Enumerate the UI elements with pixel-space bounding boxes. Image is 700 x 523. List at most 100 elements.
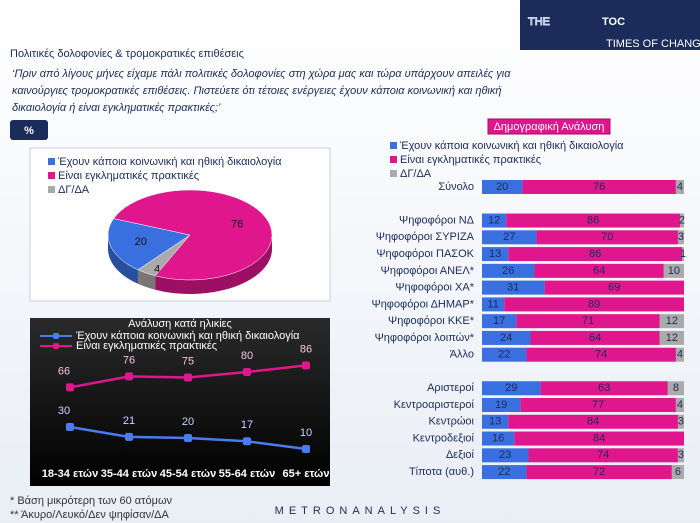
bar-segment xyxy=(482,247,509,262)
bar-segment xyxy=(526,465,672,480)
data-label: 23 xyxy=(499,449,511,461)
bar-segment xyxy=(504,297,684,312)
data-label: 75 xyxy=(182,355,194,367)
legend-swatch xyxy=(390,170,397,177)
data-label: 4 xyxy=(154,263,160,275)
badge-text: % xyxy=(24,125,34,137)
category-label: Ψηφοφόροι λοιπών* xyxy=(375,332,475,344)
footnote: * Βάση μικρότερη των 60 ατόμων xyxy=(10,495,173,507)
bar-segment xyxy=(677,230,684,245)
panel-title-box xyxy=(487,118,611,135)
data-label: 22 xyxy=(498,466,510,478)
line-panel xyxy=(30,318,330,486)
data-label: 66 xyxy=(58,365,70,377)
data-label: 3 xyxy=(678,231,684,243)
data-label: 84 xyxy=(593,432,605,444)
data-label: 24 xyxy=(500,332,512,344)
data-label: 64 xyxy=(589,332,601,344)
legend-swatch xyxy=(390,142,397,149)
category-label: Σύνολο xyxy=(438,181,474,193)
bar-segment xyxy=(482,448,529,463)
bar-segment xyxy=(677,414,684,429)
data-label: 71 xyxy=(582,315,594,327)
data-label: 76 xyxy=(231,219,243,231)
data-label: 74 xyxy=(597,449,609,461)
data-label: 12 xyxy=(488,214,500,226)
pie-slice xyxy=(113,189,273,281)
x-tick-label: 65+ ετών xyxy=(283,468,330,480)
bar-segment xyxy=(482,297,505,312)
legend-label: ΔΓ/ΔΑ xyxy=(58,184,90,196)
legend-label: Είναι εγκληματικές πρακτικές xyxy=(76,340,217,352)
data-label: 13 xyxy=(489,416,501,428)
bar-segment xyxy=(544,280,684,295)
subtitle-line: δικαιολογία ή είναι εγκληματικές πρακτικ… xyxy=(12,102,221,114)
category-label: Ψηφοφόροι ΠΑΣΟΚ xyxy=(376,248,474,260)
marker xyxy=(302,445,310,453)
category-label: Ψηφοφόροι ΝΔ xyxy=(399,214,475,226)
bar-segment xyxy=(482,213,507,228)
legend-label: Έχουν κάποια κοινωνική και ηθική δικαιολ… xyxy=(57,156,282,168)
bar-segment xyxy=(508,414,678,429)
marker xyxy=(125,372,133,381)
logo-tagline: TIMES OF CHANGE xyxy=(606,38,700,50)
data-label: 3 xyxy=(678,449,684,461)
legend-swatch xyxy=(48,186,55,193)
data-label: 72 xyxy=(593,466,605,478)
bar-segment xyxy=(679,213,684,228)
data-label: 89 xyxy=(588,298,600,310)
data-label: 77 xyxy=(592,399,604,411)
marker xyxy=(66,423,74,431)
bar-segment xyxy=(526,347,676,362)
data-label: 20 xyxy=(182,416,194,428)
category-label: Αριστεροί xyxy=(427,382,474,394)
category-label: Ψηφοφόροι ΔΗΜΑΡ* xyxy=(372,298,475,310)
bar-segment xyxy=(681,247,684,262)
category-label: Ψηφοφόροι ΣΥΡΙΖΑ xyxy=(376,231,475,243)
data-label: 4 xyxy=(677,349,683,361)
bar-segment xyxy=(506,213,680,228)
legend-label: Έχουν κάποια κοινωνική και ηθική δικαιολ… xyxy=(399,140,624,152)
marker xyxy=(184,373,192,382)
bar-segment xyxy=(482,330,531,345)
data-label: 1 xyxy=(680,248,686,260)
legend-label: Έχουν κάποια κοινωνική και ηθική δικαιολ… xyxy=(75,330,300,342)
data-label: 21 xyxy=(123,415,135,427)
bar-segment xyxy=(659,314,684,329)
data-label: 4 xyxy=(677,399,683,411)
category-label: Κεντροδεξιοί xyxy=(413,432,475,444)
marker xyxy=(184,434,192,442)
data-label: 17 xyxy=(493,315,505,327)
data-label: 20 xyxy=(496,181,508,193)
data-label: 80 xyxy=(241,350,253,362)
data-label: 16 xyxy=(492,432,504,444)
data-label: 86 xyxy=(300,343,312,355)
data-label: 70 xyxy=(601,231,613,243)
legend-label: Είναι εγκληματικές πρακτικές xyxy=(58,170,199,182)
data-label: 86 xyxy=(589,248,601,260)
panel-title: Δημογραφική Ανάλυση xyxy=(494,121,605,133)
bar-segment xyxy=(671,465,684,480)
data-label: 31 xyxy=(507,282,519,294)
data-label: 10 xyxy=(668,265,680,277)
marker xyxy=(302,361,310,370)
pie-side xyxy=(108,235,138,284)
legend-swatch xyxy=(48,172,55,179)
data-label: 76 xyxy=(593,181,605,193)
bar-segment xyxy=(482,398,521,413)
bar-segment xyxy=(520,398,676,413)
bar-segment xyxy=(482,414,509,429)
marker xyxy=(66,383,74,392)
x-tick-label: 55-64 ετών xyxy=(219,468,275,480)
data-label: 22 xyxy=(498,349,510,361)
category-label: Άλλο xyxy=(450,349,474,361)
x-tick-label: 45-54 ετών xyxy=(160,468,216,480)
x-tick-label: 35-44 ετών xyxy=(101,468,157,480)
bar-segment xyxy=(675,347,684,362)
title: Πολιτικές δολοφονίες & τρομοκρατικές επι… xyxy=(10,48,244,60)
bar-segment xyxy=(516,314,660,329)
bar-segment xyxy=(534,263,664,278)
bar-segment xyxy=(522,180,676,194)
logo-box xyxy=(520,0,700,50)
marker xyxy=(243,368,251,376)
